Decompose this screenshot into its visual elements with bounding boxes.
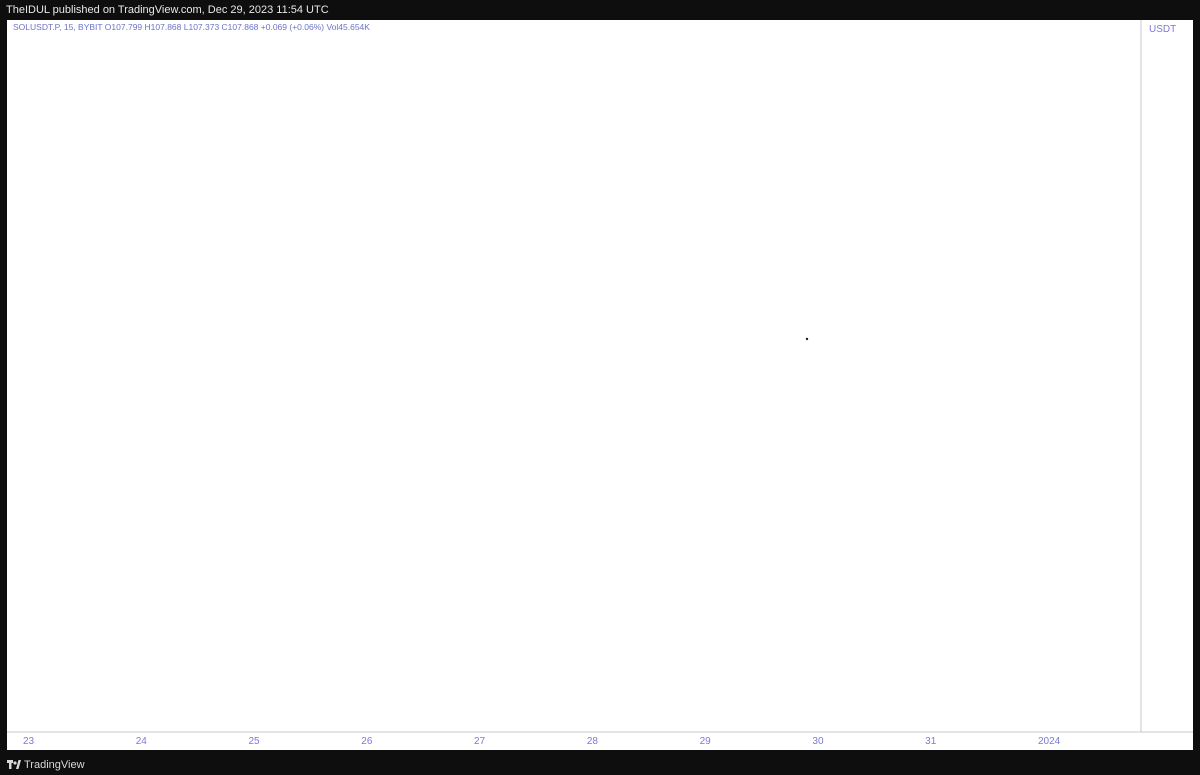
price-axis[interactable] bbox=[1141, 20, 1193, 732]
time-axis-label: 2024 bbox=[1038, 736, 1061, 747]
time-axis-label: 31 bbox=[925, 736, 937, 747]
time-axis-label: 29 bbox=[700, 736, 712, 747]
time-axis-label: 28 bbox=[587, 736, 599, 747]
time-axis-label: 24 bbox=[136, 736, 148, 747]
time-axis-label: 26 bbox=[361, 736, 373, 747]
tradingview-brand: TradingView bbox=[24, 759, 85, 771]
publish-header: TheIDUL published on TradingView.com, De… bbox=[0, 0, 1200, 20]
time-axis-label: 27 bbox=[474, 736, 486, 747]
footer-bar: TradingView bbox=[0, 755, 1200, 775]
publish-header-text: TheIDUL published on TradingView.com, De… bbox=[6, 4, 329, 16]
currency-label: USDT bbox=[1149, 24, 1176, 35]
chart-container[interactable]: 145.000142.500140.000137.500135.000132.5… bbox=[7, 20, 1193, 750]
time-axis-labels: 23 24 25 26 27 28 29 30 31 2024 bbox=[23, 736, 1061, 747]
time-axis-label: 30 bbox=[812, 736, 824, 747]
price-chart[interactable]: 145.000142.500140.000137.500135.000132.5… bbox=[7, 20, 1193, 750]
time-axis-label: 23 bbox=[23, 736, 35, 747]
time-axis-label: 25 bbox=[249, 736, 261, 747]
drawing-dot bbox=[805, 337, 809, 341]
symbol-legend: SOLUSDT.P, 15, BYBIT O107.799 H107.868 L… bbox=[13, 22, 370, 32]
tradingview-logo-icon bbox=[7, 760, 21, 769]
